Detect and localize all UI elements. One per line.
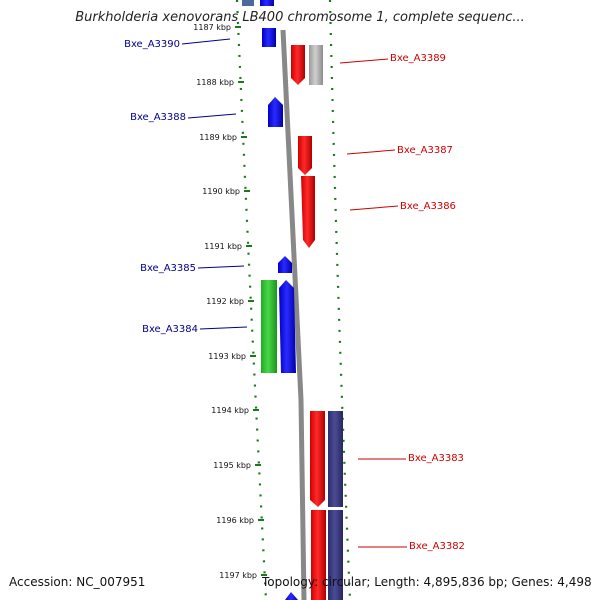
map-title: Burkholderia xenovorans LB400 chromosome… bbox=[75, 10, 525, 25]
gene-label-bxe-a3390[interactable]: Bxe_A3390 bbox=[124, 39, 180, 50]
tick-group: 1187 kbp 1188 kbp 1189 kbp 1190 kbp 1191 kbp… bbox=[193, 23, 267, 580]
gene-labels: Bxe_A3390 Bxe_A3389 Bxe_A3388 Bxe_A3387 … bbox=[124, 38, 465, 552]
leader-line bbox=[187, 113, 237, 119]
gene-top-fragment[interactable] bbox=[260, 0, 274, 6]
gene-label-bxe-a3385[interactable]: Bxe_A3385 bbox=[140, 263, 196, 274]
tick-label: 1194 kbp bbox=[211, 406, 249, 415]
gene-bxe-a3384[interactable] bbox=[279, 280, 296, 373]
gene-bxe-a3389[interactable] bbox=[291, 45, 305, 85]
gene-label-bxe-a3384[interactable]: Bxe_A3384 bbox=[142, 324, 198, 335]
gene-label-bxe-a3387[interactable]: Bxe_A3387 bbox=[397, 145, 453, 156]
gene-bxe-a3385[interactable] bbox=[278, 256, 292, 273]
tick-label: 1190 kbp bbox=[202, 187, 240, 196]
gene-label-bxe-a3383[interactable]: Bxe_A3383 bbox=[408, 453, 464, 464]
leader-line bbox=[199, 326, 248, 330]
tick-label: 1189 kbp bbox=[199, 133, 237, 142]
gene-bottom-fragment[interactable] bbox=[285, 592, 298, 600]
accession-label: Accession: NC_007951 bbox=[9, 575, 146, 589]
leader-line bbox=[197, 265, 245, 269]
gene-bxe-a3382-neighbor[interactable] bbox=[328, 510, 343, 600]
gene-label-bxe-a3388[interactable]: Bxe_A3388 bbox=[130, 112, 186, 123]
leader-line bbox=[349, 205, 399, 211]
gene-label-bxe-a3382[interactable]: Bxe_A3382 bbox=[409, 541, 465, 552]
tick-label: 1195 kbp bbox=[213, 461, 251, 470]
leader-line bbox=[181, 38, 231, 45]
gene-bxe-a3388[interactable] bbox=[268, 97, 283, 127]
tick-label: 1191 kbp bbox=[204, 242, 242, 251]
tick-label: 1188 kbp bbox=[196, 78, 234, 87]
gene-bxe-a3387[interactable] bbox=[298, 136, 312, 175]
leader-line bbox=[339, 58, 389, 64]
gene-features bbox=[242, 0, 343, 600]
gene-bxe-a3383[interactable] bbox=[310, 411, 325, 507]
gene-bxe-a3383-neighbor[interactable] bbox=[328, 411, 343, 507]
tick-label: 1192 kbp bbox=[206, 297, 244, 306]
tick-label: 1196 kbp bbox=[216, 516, 254, 525]
gene-bxe-a3386[interactable] bbox=[301, 176, 315, 248]
tick-label: 1197 kbp bbox=[219, 571, 257, 580]
gene-top-fragment-grey[interactable] bbox=[242, 0, 254, 6]
gene-bxe-a3390[interactable] bbox=[262, 28, 276, 47]
gene-label-bxe-a3386[interactable]: Bxe_A3386 bbox=[400, 201, 456, 212]
gene-bxe-a3382[interactable] bbox=[311, 510, 326, 600]
leader-line bbox=[346, 149, 396, 155]
topology-label: Topology: circular; Length: 4,895,836 bp… bbox=[262, 575, 592, 589]
tick-label: 1187 kbp bbox=[193, 23, 231, 32]
backbone-line bbox=[280, 29, 307, 600]
gene-bxe-a3384-green[interactable] bbox=[261, 280, 277, 373]
tick-label: 1193 kbp bbox=[208, 352, 246, 361]
gene-label-bxe-a3389[interactable]: Bxe_A3389 bbox=[390, 53, 446, 64]
gene-bxe-a3389-neighbor[interactable] bbox=[309, 45, 323, 85]
